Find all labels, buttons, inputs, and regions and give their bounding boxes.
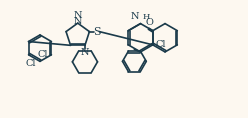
- Text: N: N: [74, 17, 82, 26]
- Text: S: S: [93, 27, 100, 37]
- Text: N: N: [131, 12, 139, 21]
- Text: O: O: [145, 18, 153, 27]
- Text: Cl: Cl: [155, 40, 166, 49]
- Text: N: N: [73, 11, 82, 20]
- Text: Cl: Cl: [26, 59, 36, 68]
- Text: N: N: [80, 48, 89, 57]
- Text: Cl: Cl: [37, 50, 48, 59]
- Text: H: H: [142, 13, 150, 21]
